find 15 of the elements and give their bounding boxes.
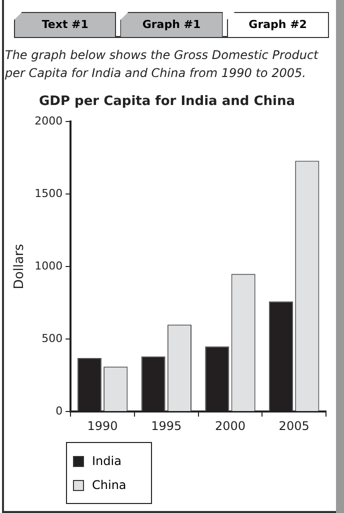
y-axis-title: Dollars [12, 244, 28, 290]
legend-label: China [92, 478, 126, 492]
legend-label: India [92, 454, 122, 468]
x-tick-label: 2000 [214, 418, 246, 433]
y-tick-label: 2000 [34, 114, 63, 128]
text: Graph #2 [226, 12, 329, 37]
y-tick-label: 1500 [34, 186, 63, 200]
y-tick-label: 1000 [34, 259, 63, 272]
y-tick-label: 500 [42, 332, 63, 345]
x-tick-label: 1995 [151, 418, 182, 433]
x-tick-label: 1990 [87, 418, 118, 433]
x-tick-label: 2005 [278, 418, 310, 433]
y-tick-label: 0 [56, 404, 63, 418]
chart-title: GDP per Capita for India and China [39, 94, 295, 110]
chart-subtitle: The graph below shows the Gross Domestic Product per Capita for India and China from 1990 to 2005. [5, 47, 320, 82]
